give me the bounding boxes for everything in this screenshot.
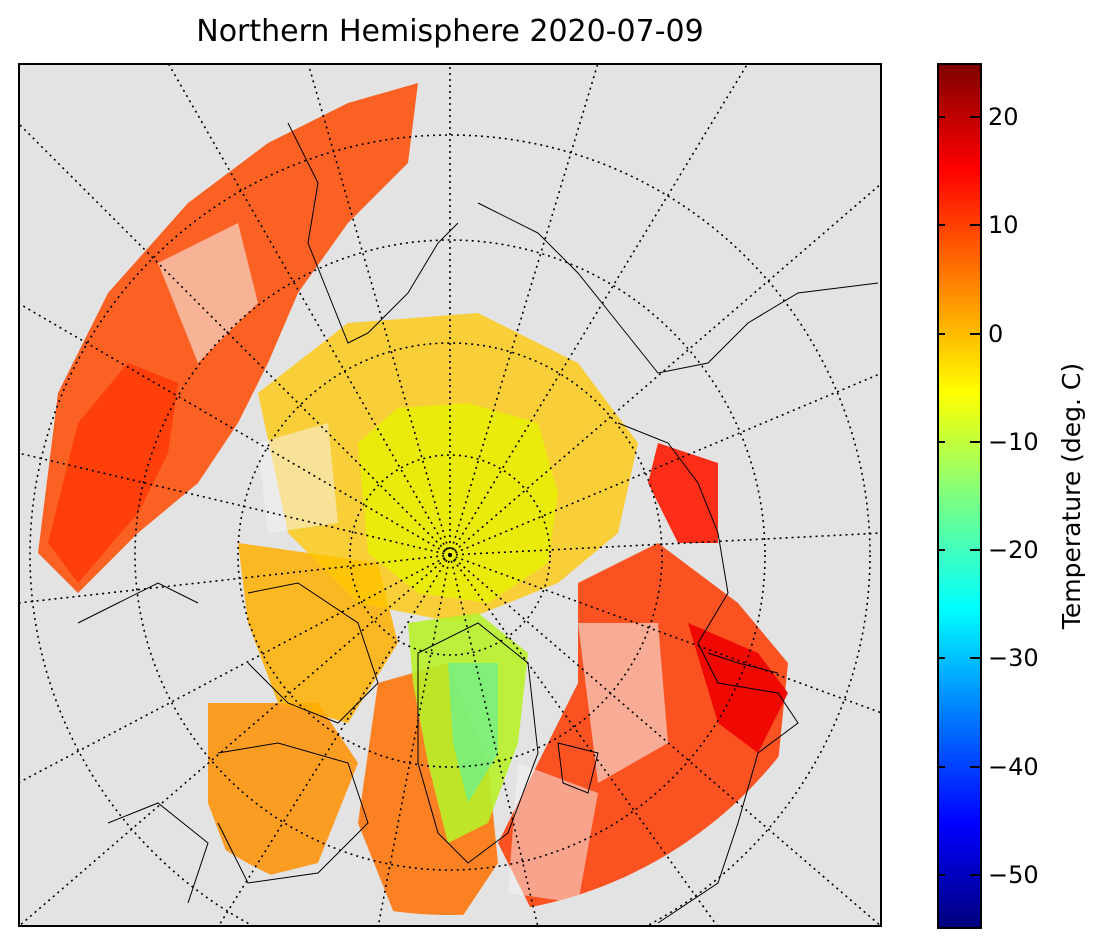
swath-barents [648, 443, 718, 543]
polar-map [18, 63, 882, 927]
colorbar-tick-mark [970, 657, 982, 660]
colorbar-tick-mark-inner [937, 549, 945, 552]
cloud-gap-4 [258, 423, 338, 533]
colorbar-tick-mark [970, 765, 982, 768]
colorbar-tick-mark-inner [937, 765, 945, 768]
colorbar-tick-label: −10 [988, 427, 1039, 456]
colorbar-tick-label: 10 [988, 211, 1019, 240]
colorbar-tick-mark-inner [937, 332, 945, 335]
colorbar-tick-mark-inner [937, 657, 945, 660]
swath-north-pole [358, 403, 558, 603]
map-title: Northern Hemisphere 2020-07-09 [196, 14, 704, 49]
colorbar-tick-mark-inner [937, 873, 945, 876]
colorbar-tick-mark-inner [937, 440, 945, 443]
colorbar-tick-mark [970, 873, 982, 876]
colorbar-tick-label: −30 [988, 644, 1039, 673]
swath-scandinavia [688, 623, 788, 753]
colorbar-axis-label: Temperature (deg. C) [1057, 362, 1086, 630]
cloud-gap-1 [158, 223, 258, 363]
latitude-lines [29, 134, 871, 927]
colorbar-tick-mark [970, 224, 982, 227]
cloud-gap-3 [508, 763, 598, 903]
colorbar-tick-label: 0 [988, 319, 1004, 348]
coastlines [77, 122, 879, 924]
colorbar-tick-mark [970, 332, 982, 335]
colorbar-tick-label: −40 [988, 752, 1039, 781]
colorbar-tick-mark [970, 440, 982, 443]
swath-greenland-interior [448, 663, 498, 803]
colorbar-tick-mark [970, 116, 982, 119]
colorbar-gradient [939, 65, 980, 927]
swath-siberia [48, 363, 178, 583]
colorbar [937, 63, 982, 929]
colorbar-tick-mark-inner [937, 116, 945, 119]
colorbar-tick-label: 20 [988, 103, 1019, 132]
colorbar-tick-mark [970, 549, 982, 552]
map-border [18, 63, 882, 927]
colorbar-tick-label: −50 [988, 860, 1039, 889]
colorbar-tick-label: −20 [988, 536, 1039, 565]
colorbar-tick-mark-inner [937, 224, 945, 227]
cloud-gap-2 [578, 623, 668, 783]
longitude-lines [18, 63, 882, 927]
